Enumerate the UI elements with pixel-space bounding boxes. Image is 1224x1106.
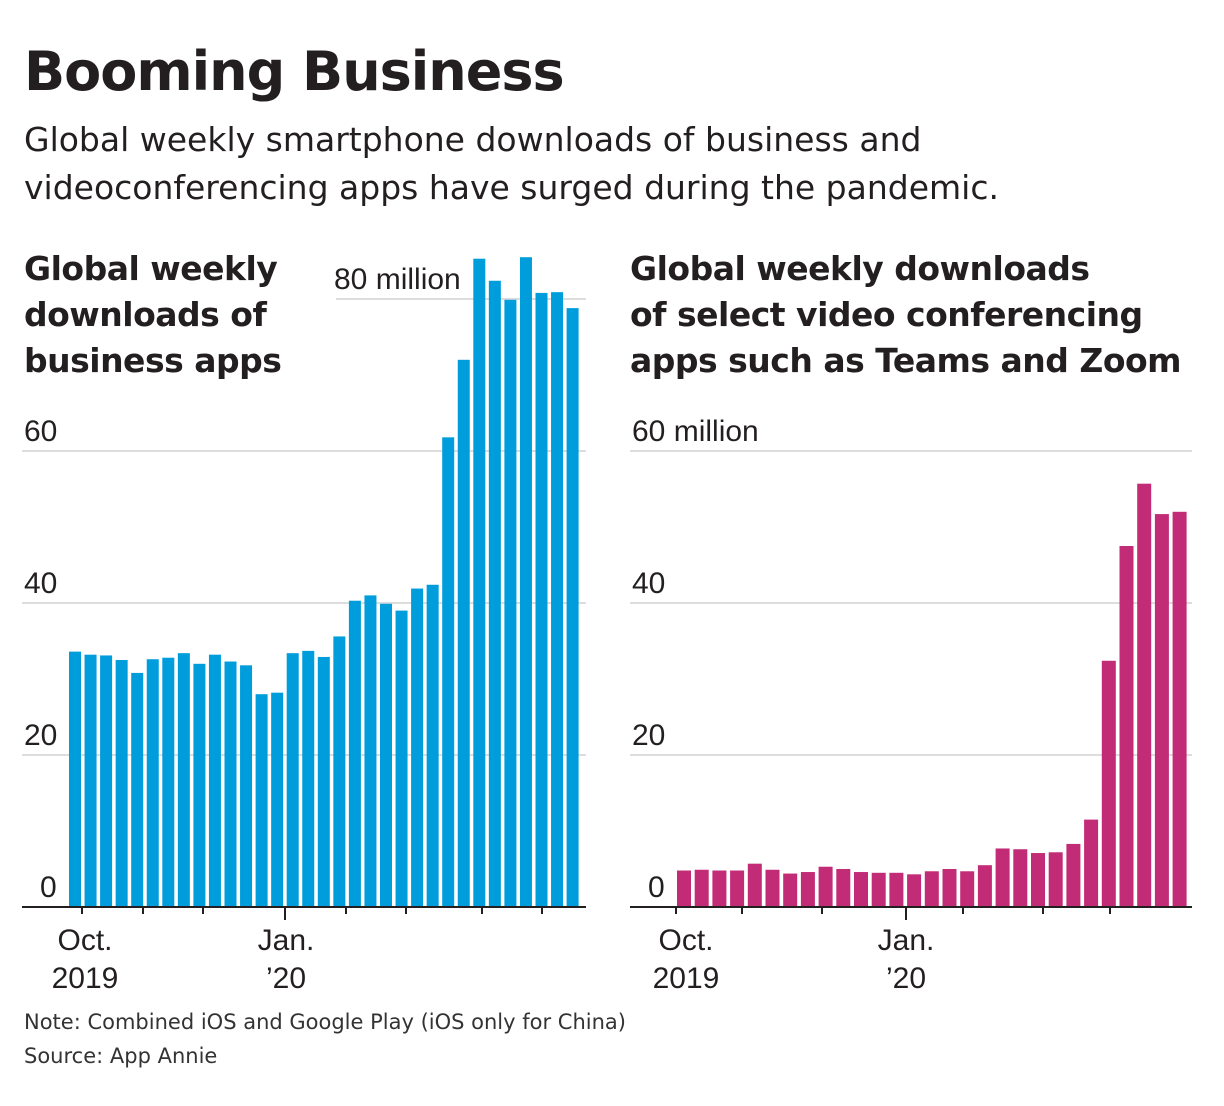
business-ytick-label: 20 — [24, 719, 57, 752]
video-bar — [1031, 853, 1045, 907]
business-bar — [317, 656, 330, 907]
business-bar — [426, 584, 439, 907]
video-title-line: Global weekly downloads — [630, 249, 1090, 288]
video-bar — [942, 869, 957, 907]
video-ytick-label: 60 million — [632, 415, 759, 448]
business-title-line: Global weekly — [24, 249, 278, 288]
video-bar — [1048, 852, 1063, 907]
business-bar — [535, 292, 548, 907]
business-bar — [115, 660, 128, 907]
video-xtick-label: 2019 — [653, 962, 720, 995]
business-bar — [240, 665, 253, 907]
business-bar — [162, 657, 175, 907]
business-xtick-label: Jan. — [258, 924, 315, 957]
video-bar — [694, 869, 709, 907]
video-bar — [995, 848, 1010, 907]
chart-title: Booming Business — [24, 40, 565, 103]
business-bar — [84, 654, 97, 907]
source-text: Source: App Annie — [24, 1044, 218, 1068]
video-bar — [783, 873, 798, 907]
business-bar — [100, 655, 113, 907]
business-bar — [224, 661, 237, 907]
business-ytick-label: 0 — [40, 871, 57, 904]
video-ytick-label: 20 — [632, 719, 665, 752]
video-bar — [747, 863, 762, 907]
video-bar — [712, 870, 727, 907]
chart-subtitle: Global weekly smartphone downloads of bu… — [24, 120, 999, 207]
business-bar — [271, 692, 284, 907]
business-bar — [131, 672, 144, 907]
video-bar — [1119, 546, 1134, 907]
video-bar — [960, 871, 975, 907]
video-bar — [730, 870, 745, 907]
video-bar — [765, 869, 780, 907]
business-bar — [519, 257, 532, 907]
video-ytick-label: 40 — [632, 567, 665, 600]
video-bar — [924, 871, 939, 907]
video-bar — [818, 866, 833, 907]
business-bar — [551, 292, 564, 907]
video-xtick-label: Jan. — [878, 924, 935, 957]
video-title-line: of select video conferencing — [630, 295, 1143, 334]
business-ytick-label: 60 — [24, 415, 57, 448]
video-title-line: apps such as Teams and Zoom — [630, 341, 1182, 380]
video-xtick-label: ’20 — [886, 962, 926, 995]
video-bar — [889, 872, 904, 907]
video-ytick-label: 0 — [648, 871, 665, 904]
video-bar — [1101, 660, 1116, 907]
business-title-line: business apps — [24, 341, 282, 380]
video-bar — [677, 870, 691, 907]
business-bar — [333, 636, 346, 907]
business-bar — [208, 654, 221, 907]
business-panel-title: Global weekly downloads of business apps — [24, 246, 282, 384]
business-bar — [504, 299, 517, 907]
business-bar — [364, 595, 377, 907]
business-title-line: downloads of — [24, 295, 267, 334]
business-bar — [348, 600, 361, 907]
video-bar — [1013, 849, 1028, 907]
business-bar — [488, 280, 501, 907]
video-bar — [1137, 483, 1152, 907]
business-bar — [473, 258, 486, 908]
business-bar — [380, 603, 392, 907]
business-bar — [193, 663, 206, 907]
business-bar — [395, 610, 408, 907]
business-bar — [69, 651, 81, 907]
video-bar — [1084, 819, 1099, 907]
video-bar — [854, 872, 868, 907]
business-bar — [411, 588, 424, 907]
video-bar — [800, 872, 815, 907]
business-bar — [255, 694, 268, 907]
video-bar — [836, 869, 851, 907]
business-xtick-label: 2019 — [52, 962, 119, 995]
business-bar — [457, 359, 470, 907]
business-xtick-label: Oct. — [57, 924, 112, 957]
note-text: Note: Combined iOS and Google Play (iOS … — [24, 1010, 626, 1034]
business-bar — [442, 437, 455, 907]
video-bar — [1154, 514, 1169, 907]
business-ytick-label: 40 — [24, 567, 57, 600]
business-ytick-label: 80 million — [334, 263, 461, 296]
video-bar — [907, 874, 922, 907]
video-bar — [977, 865, 992, 907]
business-bar — [286, 653, 299, 907]
video-panel-title: Global weekly downloads of select video … — [630, 246, 1182, 384]
video-bar — [871, 872, 886, 907]
business-bar — [146, 659, 159, 907]
business-bar — [302, 650, 315, 907]
video-xtick-label: Oct. — [658, 924, 713, 957]
business-bar — [566, 308, 579, 907]
video-bar — [1172, 511, 1187, 907]
business-bar — [177, 653, 190, 907]
business-xtick-label: ’20 — [266, 962, 306, 995]
video-bar — [1066, 843, 1081, 907]
